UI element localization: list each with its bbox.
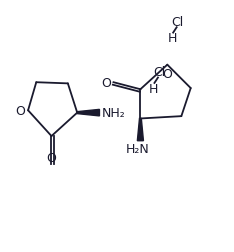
Text: O: O <box>47 151 56 164</box>
Text: O: O <box>15 104 25 117</box>
Text: NH₂: NH₂ <box>102 107 125 120</box>
Text: Cl: Cl <box>153 66 165 79</box>
Text: H: H <box>167 32 177 45</box>
Text: O: O <box>162 68 172 81</box>
Text: H₂N: H₂N <box>126 142 150 155</box>
Text: O: O <box>102 76 111 89</box>
Polygon shape <box>137 119 143 141</box>
Text: Cl: Cl <box>172 16 184 29</box>
Polygon shape <box>77 110 99 116</box>
Text: H: H <box>149 82 158 95</box>
